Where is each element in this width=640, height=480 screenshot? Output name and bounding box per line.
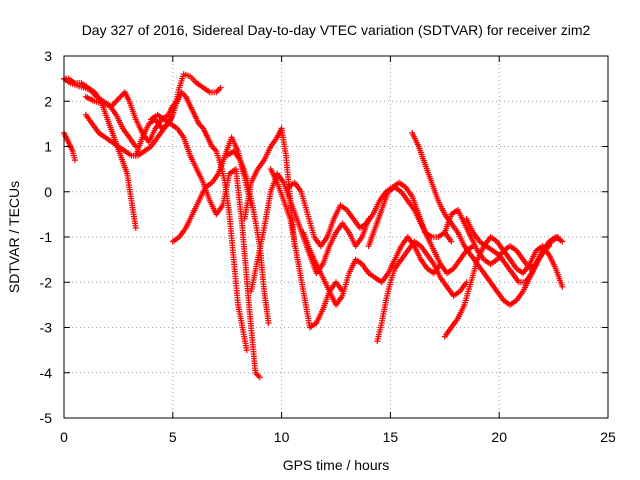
series-track-11 bbox=[248, 170, 372, 295]
series-track-7 bbox=[148, 111, 263, 381]
series-track-20 bbox=[463, 215, 561, 286]
plus-marks bbox=[61, 75, 139, 150]
x-tick-label: 25 bbox=[600, 429, 616, 445]
plus-marks bbox=[365, 184, 477, 277]
y-tick-label: 3 bbox=[44, 48, 52, 64]
x-tick-label: 0 bbox=[60, 429, 68, 445]
series-track-1 bbox=[61, 75, 139, 150]
plus-marks bbox=[374, 238, 470, 345]
plus-marks bbox=[82, 89, 181, 145]
y-tick-label: 2 bbox=[44, 93, 52, 109]
y-tick-label: -1 bbox=[40, 229, 53, 245]
y-tick-label: -4 bbox=[40, 365, 53, 381]
y-tick-label: 0 bbox=[44, 184, 52, 200]
y-tick-label: 1 bbox=[44, 139, 52, 155]
plus-marks bbox=[300, 229, 444, 308]
data-marks bbox=[61, 71, 566, 381]
plus-marks bbox=[441, 234, 566, 340]
y-tick-label: -3 bbox=[40, 320, 53, 336]
plus-marks bbox=[463, 215, 561, 286]
chart-title: Day 327 of 2016, Sidereal Day-to-day VTE… bbox=[82, 22, 591, 38]
plus-marks bbox=[148, 111, 263, 381]
y-axis-label: SDTVAR / TECUs bbox=[6, 181, 22, 293]
series-track-14 bbox=[300, 229, 444, 308]
plus-marks bbox=[248, 170, 372, 295]
y-tick-label: -5 bbox=[40, 410, 53, 426]
x-axis-label: GPS time / hours bbox=[283, 457, 390, 473]
series-track-6 bbox=[132, 89, 250, 354]
x-tick-label: 15 bbox=[383, 429, 399, 445]
series-track-4 bbox=[82, 89, 181, 145]
x-tick-label: 5 bbox=[169, 429, 177, 445]
series-track-15 bbox=[365, 184, 477, 277]
series-track-16 bbox=[374, 238, 470, 345]
plus-marks bbox=[409, 129, 553, 308]
plus-marks bbox=[132, 89, 250, 354]
x-tick-label: 20 bbox=[491, 429, 507, 445]
series-track-19 bbox=[441, 234, 566, 340]
x-tick-label: 10 bbox=[274, 429, 290, 445]
series-track-17 bbox=[409, 129, 553, 308]
y-tick-label: -2 bbox=[40, 274, 53, 290]
axis-ticks: 0 5 10 15 20 25 -5 -4 -3 -2 -1 0 1 2 3 bbox=[40, 48, 616, 445]
